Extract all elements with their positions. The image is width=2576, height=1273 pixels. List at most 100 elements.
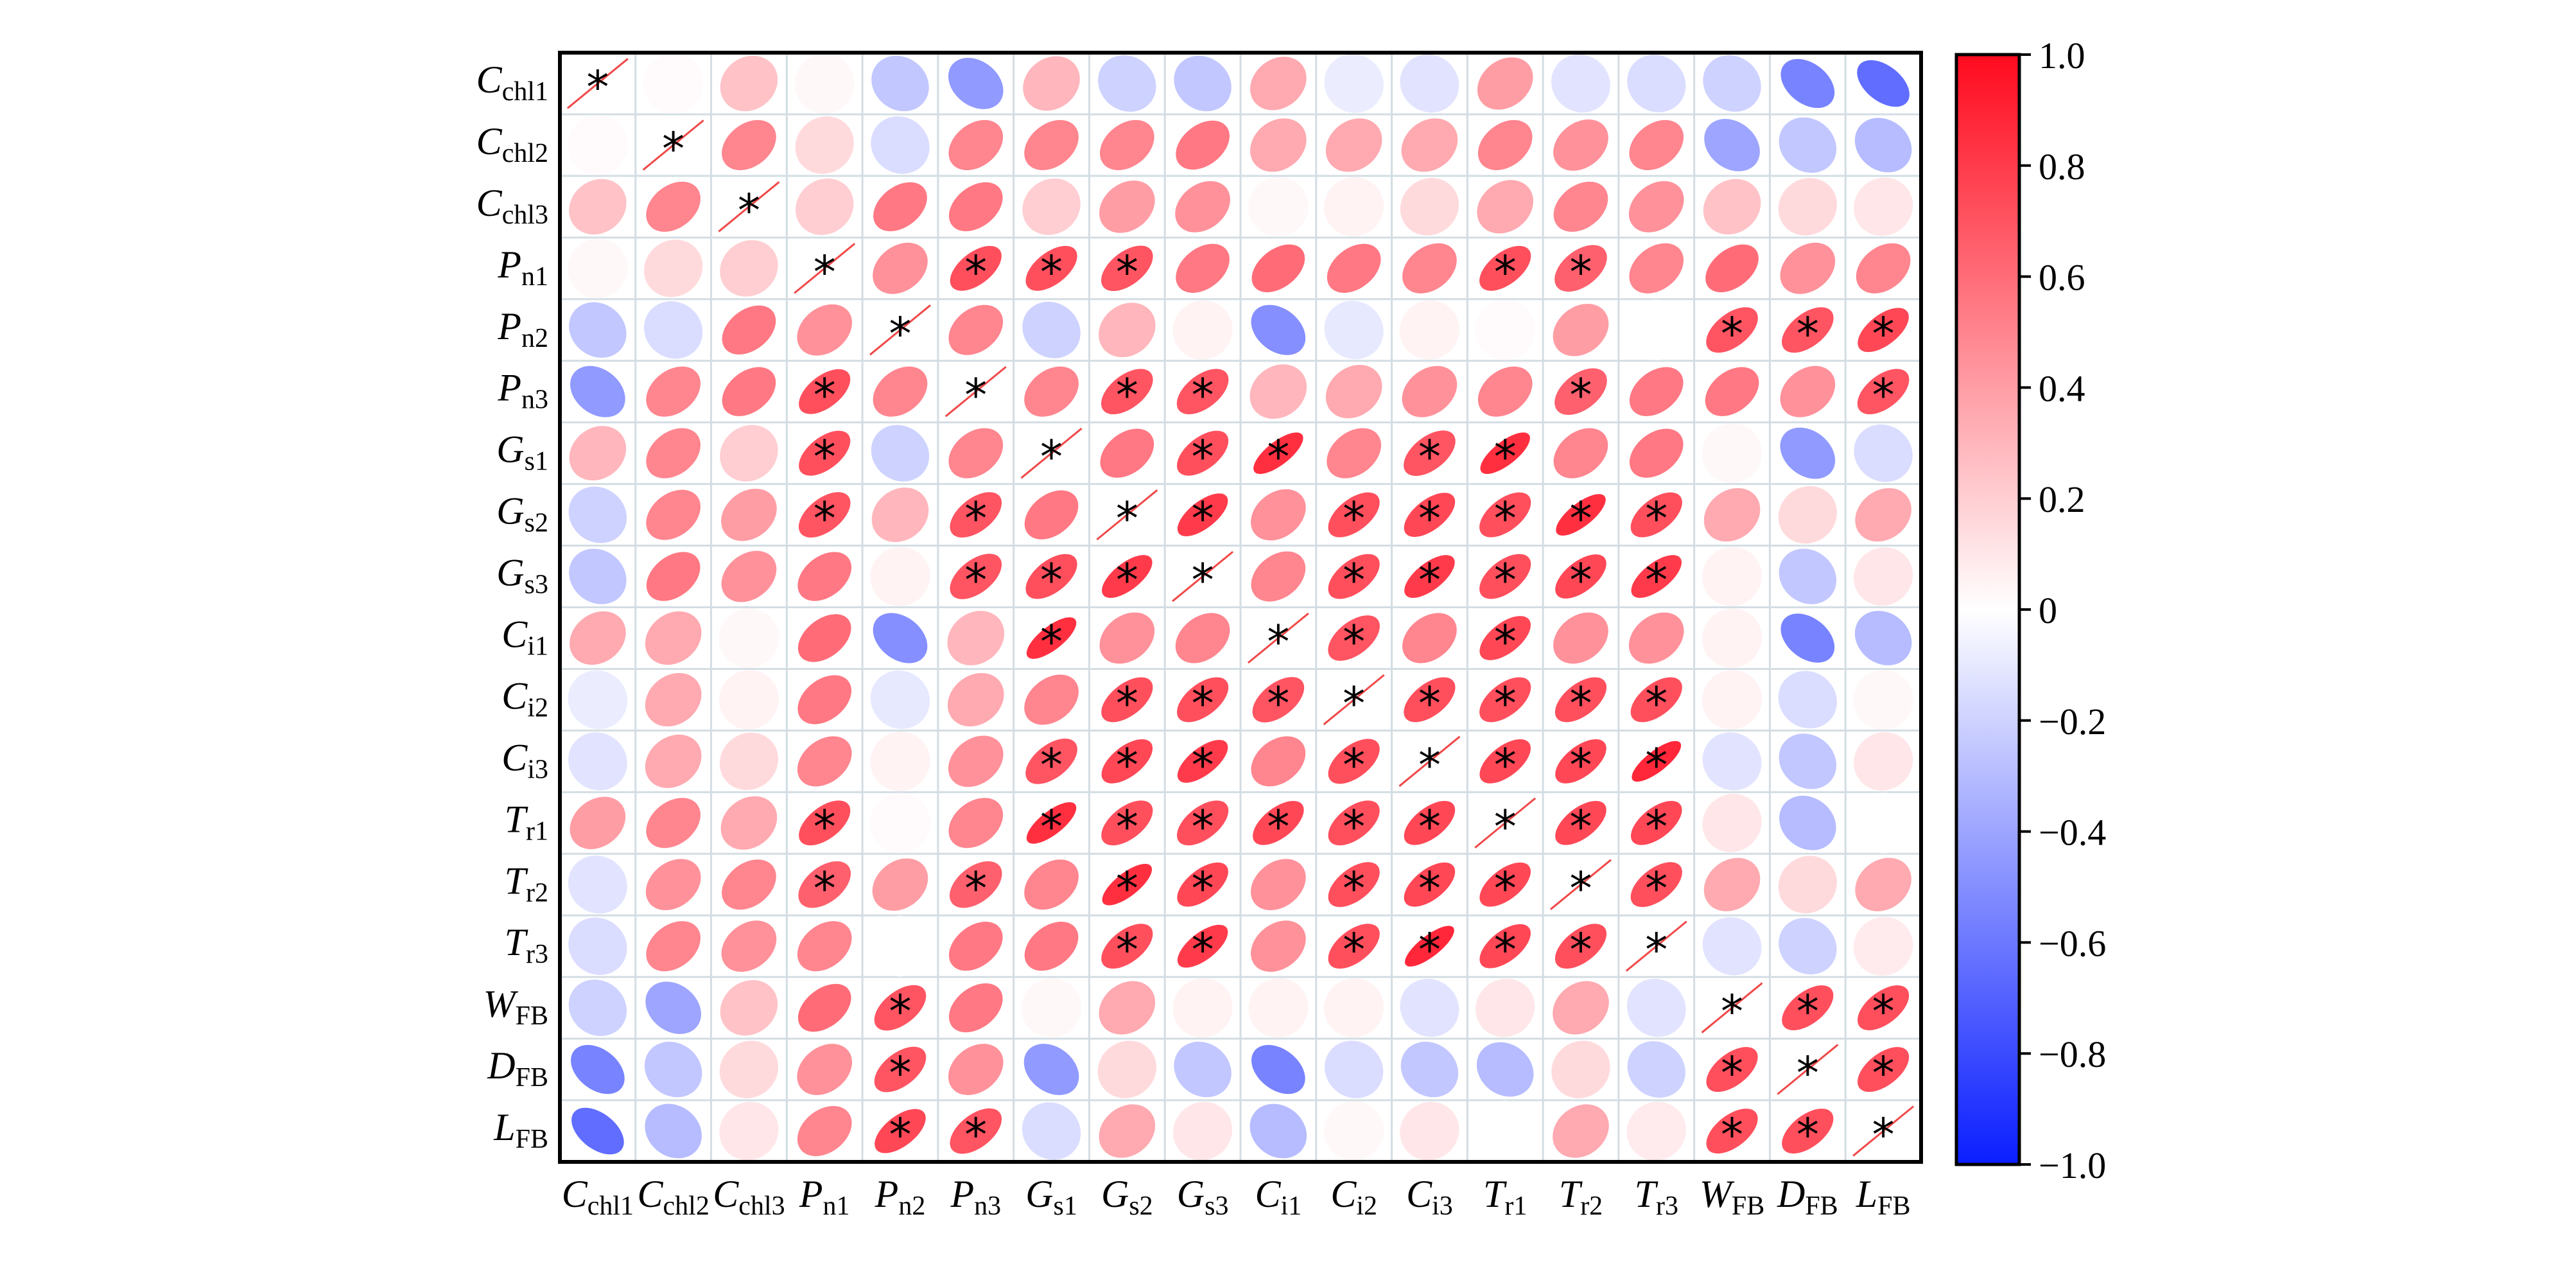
correlation-cell: * xyxy=(794,243,856,299)
significance-marker: * xyxy=(1645,493,1667,545)
correlation-cell xyxy=(797,304,853,356)
correlation-cell: * xyxy=(1247,612,1309,668)
significance-marker: * xyxy=(1645,862,1667,915)
row-label: Tr3 xyxy=(505,921,548,969)
correlation-cell: * xyxy=(1328,924,1380,976)
correlation-cell xyxy=(1248,177,1309,237)
correlation-ellipse xyxy=(645,859,701,911)
correlation-ellipse xyxy=(1475,300,1536,360)
correlation-cell xyxy=(568,856,627,914)
significance-marker: * xyxy=(1192,924,1214,976)
correlation-ellipse xyxy=(1025,739,1077,784)
colorbar-ticks: 1.0 0.8 0.6 0.4 0.2 0 −0.2 −0.4 −0.6 −0.8 −1.0 xyxy=(2019,35,2106,1186)
correlation-cell xyxy=(1701,547,1762,606)
row-label: Ci3 xyxy=(501,736,548,784)
correlation-ellipse xyxy=(1404,493,1456,537)
correlation-ellipse xyxy=(1778,671,1837,729)
significance-marker: * xyxy=(1116,800,1138,853)
correlation-cell: * xyxy=(1323,674,1385,730)
correlation-cell: * xyxy=(950,554,1002,607)
correlation-cell xyxy=(1553,1104,1609,1158)
correlation-cell xyxy=(570,796,626,850)
correlation-cell xyxy=(870,547,930,606)
correlation-ellipse xyxy=(1101,677,1153,723)
correlation-ellipse xyxy=(1853,177,1913,236)
correlation-cell xyxy=(1780,58,1835,109)
diagonal-line xyxy=(1172,550,1234,602)
correlation-ellipse xyxy=(1779,918,1837,975)
correlation-ellipse xyxy=(1177,493,1228,536)
correlation-ellipse xyxy=(568,732,627,791)
correlation-ellipse xyxy=(1553,981,1609,1035)
correlation-cell: * xyxy=(799,800,851,853)
correlation-ellipse xyxy=(1778,178,1837,236)
correlation-cell xyxy=(569,426,627,481)
correlation-ellipse xyxy=(720,979,778,1036)
correlation-cell xyxy=(1857,60,1910,107)
correlation-cell: * xyxy=(869,304,931,360)
correlation-cell xyxy=(1779,795,1836,850)
correlation-cell xyxy=(1626,1102,1687,1161)
significance-marker: * xyxy=(1797,1109,1819,1161)
correlation-cell xyxy=(1853,793,1914,854)
correlation-ellipse xyxy=(1253,800,1304,845)
correlation-cell xyxy=(1703,55,1761,112)
correlation-cell xyxy=(1703,857,1761,911)
correlation-ellipse xyxy=(1477,57,1533,110)
correlation-ellipse xyxy=(568,917,627,975)
correlation-ellipse xyxy=(1023,1044,1079,1095)
correlation-ellipse xyxy=(1404,430,1456,476)
correlation-cell xyxy=(1402,613,1457,663)
correlation-ellipse xyxy=(568,670,628,730)
row-label: WFB xyxy=(483,983,548,1031)
correlation-ellipse xyxy=(721,488,777,541)
correlation-ellipse xyxy=(1703,55,1761,112)
correlation-cell xyxy=(571,1107,624,1155)
correlation-cell xyxy=(1627,1041,1685,1098)
correlation-ellipse xyxy=(1176,120,1230,170)
correlation-cell: * xyxy=(874,1046,927,1100)
correlation-cell xyxy=(1023,1044,1079,1095)
correlation-ellipse xyxy=(646,552,701,601)
colorbar-tick-label: −0.4 xyxy=(2039,812,2106,854)
correlation-ellipse xyxy=(1325,1040,1384,1098)
correlation-ellipse xyxy=(797,1044,853,1095)
significance-marker: * xyxy=(1797,1047,1819,1100)
correlation-ellipse xyxy=(720,425,778,482)
correlation-cell: * xyxy=(1782,1109,1834,1161)
correlation-ellipse xyxy=(1253,432,1303,474)
correlation-cell xyxy=(1855,857,1911,911)
correlation-cell xyxy=(1097,1040,1156,1098)
correlation-ellipse xyxy=(1553,428,1608,478)
correlation-cell: * xyxy=(1556,493,1606,545)
significance-marker: * xyxy=(1494,677,1517,730)
correlation-ellipse xyxy=(1858,985,1910,1031)
correlation-ellipse xyxy=(1702,793,1762,852)
significance-marker: * xyxy=(1494,862,1517,915)
correlation-ellipse xyxy=(1479,554,1531,599)
correlation-ellipse xyxy=(1249,364,1307,419)
correlation-cell xyxy=(1779,918,1837,975)
correlation-ellipse xyxy=(644,240,703,297)
correlation-cell: * xyxy=(874,985,927,1038)
correlation-cell xyxy=(1022,301,1081,358)
correlation-cell: * xyxy=(1172,550,1234,607)
correlation-cell: * xyxy=(1554,368,1607,422)
correlation-cell xyxy=(797,736,852,787)
correlation-cell xyxy=(1703,487,1761,542)
correlation-cell: * xyxy=(1177,493,1228,545)
significance-marker: * xyxy=(1570,739,1592,791)
significance-marker: * xyxy=(1418,493,1441,545)
significance-marker: * xyxy=(1494,431,1517,484)
correlation-cell xyxy=(1553,428,1608,478)
correlation-ellipse xyxy=(568,486,627,543)
correlation-ellipse xyxy=(1249,1103,1307,1159)
correlation-ellipse xyxy=(950,245,1002,291)
correlation-cell: * xyxy=(1630,677,1682,730)
significance-marker: * xyxy=(814,862,836,915)
correlation-cell: * xyxy=(1857,369,1910,422)
correlation-cell xyxy=(1778,178,1837,236)
correlation-ellipse xyxy=(1780,58,1835,109)
correlation-cell xyxy=(1023,56,1080,111)
correlation-ellipse xyxy=(871,425,930,482)
